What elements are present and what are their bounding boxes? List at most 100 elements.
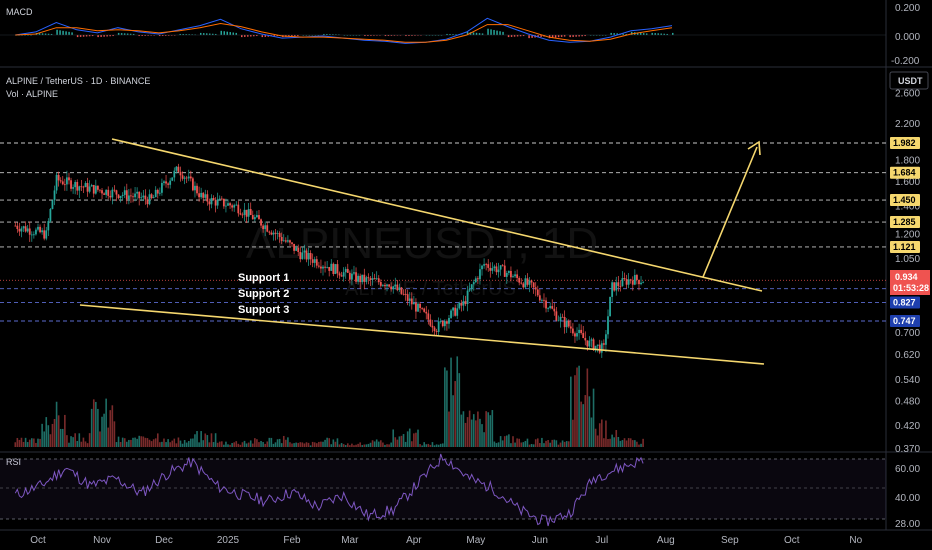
macd-hist-bar [636,32,639,35]
candle-body [636,275,638,280]
currency-badge[interactable] [889,71,929,90]
volume-bar [200,431,202,447]
candle-body [301,252,304,260]
volume-bar [629,438,632,447]
macd-hist-bar [393,35,396,36]
candle-body [611,282,614,297]
volume-bar [295,442,297,447]
volume-bar [31,438,33,447]
volume-bar [470,419,473,447]
candle-body [617,282,620,286]
volume-bar [185,442,188,447]
volume-bar [402,434,405,447]
volume-bar [336,438,339,447]
volume-bar [320,441,322,447]
candle-body [563,316,566,328]
candle-body [111,189,114,198]
macd-hist-bar [97,35,99,38]
volume-bar [278,438,281,447]
volume-bar [274,442,277,447]
volume-bar [307,442,310,447]
candle-body [363,274,366,282]
volume-bar [55,401,58,447]
volume-bar [475,420,477,447]
candle-body [196,185,198,194]
volume-bar [59,428,62,447]
macd-hist-bar [103,35,105,37]
volume-bar [173,438,176,447]
level-tag-label: 1.684 [893,168,916,178]
macd-hist-bar [660,33,662,35]
volume-bar [128,439,130,447]
macd-hist-bar [50,33,53,35]
candle-body [123,190,126,195]
candle-body [307,253,310,260]
candle-body [485,264,488,265]
candle-body [503,265,506,277]
volume-bar [592,388,595,447]
candle-body [598,344,601,353]
macd-hist-bar [100,35,102,37]
macd-hist-bar [199,32,202,35]
volume-bar [477,411,479,447]
macd-hist-bar [208,33,211,35]
volume-bar [76,441,79,447]
volume-bar [365,444,368,447]
volume-bar [547,439,549,447]
volume-bar [613,437,615,447]
candle-body [359,275,362,283]
price-tick: 0.620 [895,350,920,361]
volume-bar [539,442,541,447]
candle-body [324,266,326,268]
candle-body [175,166,178,171]
macd-hist-bar [666,33,668,35]
breakout-arrow[interactable] [702,146,758,278]
current-price-label: 0.934 [895,272,918,282]
volume-bar [464,422,467,447]
candle-body [70,180,72,189]
candle-body [384,285,386,287]
level-tag-label: 1.982 [893,138,916,148]
candle-body [163,181,165,183]
volume-bar [532,444,535,447]
volume-bar [262,442,264,447]
macd-hist-bar [373,35,375,36]
volume-bar [429,444,432,447]
macd-hist-bar [625,33,627,35]
volume-bar [22,441,25,447]
lower-trendline[interactable] [79,304,765,365]
volume-bar [400,435,403,447]
macd-hist-bar [164,35,167,36]
upper-trendline[interactable] [111,138,763,292]
candle-body [367,277,370,279]
volume-bar [285,439,287,447]
volume-bar [534,439,537,447]
candle-body [194,185,196,191]
volume-bar [134,437,136,447]
candle-body [284,240,287,242]
volume-bar [617,437,620,447]
candle-body [74,182,77,188]
volume-bar [313,442,316,447]
time-axis-labels: Oct Nov Dec 2025 Feb Mar Apr May Jun Jul Aug Sep Oct… [30,535,862,546]
macd-hist-bar [188,34,190,35]
candle-body [609,296,611,317]
volume-bar [355,444,357,447]
volume-bar [291,443,293,447]
volume-bar [237,443,240,447]
candle-body [404,294,407,295]
macd-hist-bar [179,33,181,35]
macd-hist-bar [141,35,143,36]
macd-hist-bar [408,35,410,36]
rsi-band [0,459,886,519]
volume-bar [287,437,289,447]
candle-body [154,189,157,198]
volume-bar [111,405,114,447]
macd-hist-bar [202,33,205,35]
volume-bar [570,376,572,447]
volume-bar [439,443,442,447]
volume-bar [140,436,143,447]
volume-bar [607,438,609,447]
volume-bar [216,442,219,447]
